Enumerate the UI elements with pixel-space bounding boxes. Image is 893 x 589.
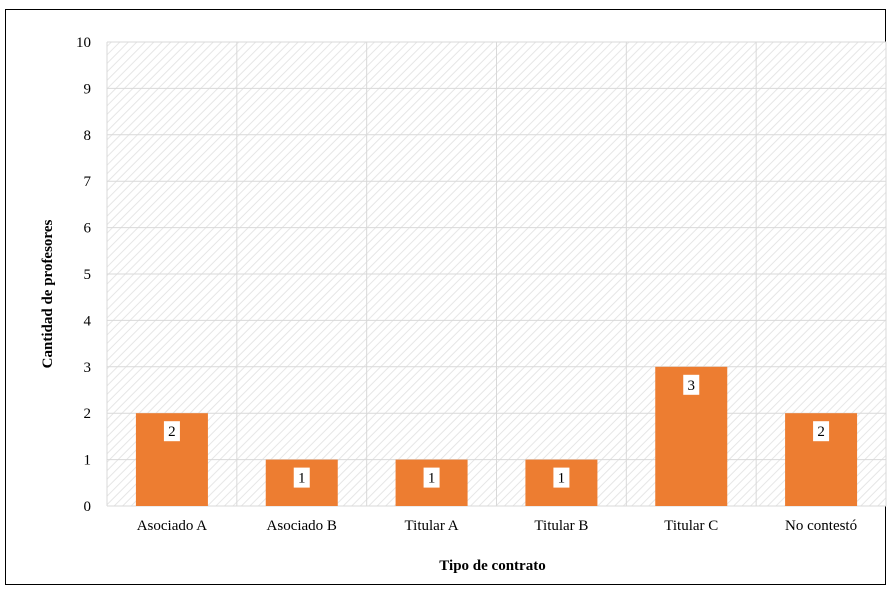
y-tick-label: 6 bbox=[84, 221, 92, 237]
y-axis-title: Cantidad de profesores bbox=[40, 220, 56, 369]
data-label: 2 bbox=[168, 424, 176, 440]
data-label-box bbox=[683, 374, 700, 395]
x-axis-title: Tipo de contrato bbox=[439, 558, 545, 574]
data-label: 1 bbox=[298, 471, 306, 487]
y-tick-label: 4 bbox=[84, 313, 92, 329]
y-tick-label: 0 bbox=[84, 499, 92, 515]
data-label-box bbox=[163, 421, 180, 442]
bars: 2 1 1 1 3 2 bbox=[135, 366, 858, 506]
x-tick-label: Asociado B bbox=[267, 518, 337, 534]
y-tick-label: 1 bbox=[84, 453, 92, 469]
data-label-box bbox=[553, 467, 570, 488]
y-tick-label: 5 bbox=[84, 267, 92, 283]
x-tick-label: No contestó bbox=[785, 518, 857, 534]
y-tick-label: 8 bbox=[84, 128, 92, 144]
y-tick-label: 2 bbox=[84, 406, 92, 422]
data-label: 1 bbox=[558, 471, 566, 487]
data-label: 3 bbox=[688, 378, 696, 394]
x-tick-label: Asociado A bbox=[137, 518, 208, 534]
y-tick-label: 3 bbox=[84, 360, 92, 376]
data-label-box bbox=[423, 467, 440, 488]
y-tick-label: 9 bbox=[84, 81, 92, 97]
x-tick-label: Titular A bbox=[405, 518, 459, 534]
gridlines bbox=[106, 41, 887, 507]
y-axis-ticks: 0 1 2 3 4 5 6 7 8 9 10 bbox=[76, 35, 92, 515]
x-axis-ticks: Asociado A Asociado B Titular A Titular B Ti… bbox=[137, 518, 857, 534]
data-label-box bbox=[813, 421, 830, 442]
x-tick-label: Titular B bbox=[534, 518, 588, 534]
y-tick-label: 10 bbox=[76, 35, 91, 51]
y-tick-label: 7 bbox=[84, 174, 92, 190]
data-label-box bbox=[293, 467, 310, 488]
data-label: 1 bbox=[428, 471, 436, 487]
data-label: 2 bbox=[817, 424, 825, 440]
x-tick-label: Titular C bbox=[664, 518, 718, 534]
